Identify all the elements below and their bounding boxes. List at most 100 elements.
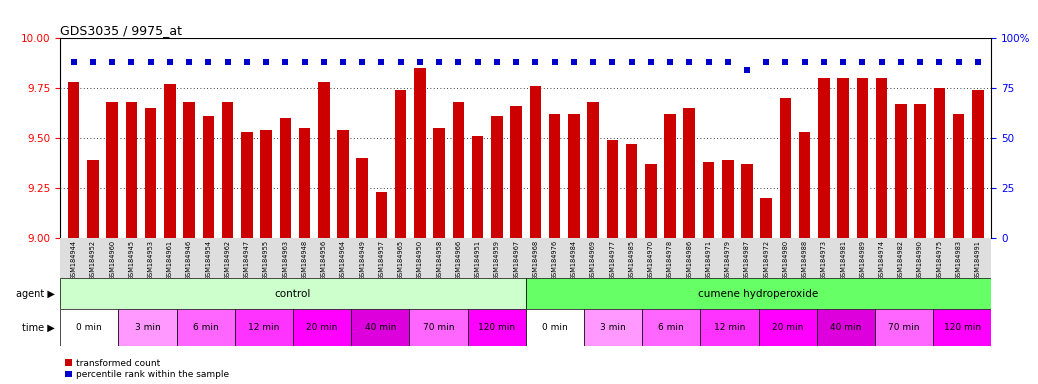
Text: GSM184969: GSM184969 bbox=[590, 240, 596, 280]
Bar bbox=[701, 309, 759, 346]
Point bbox=[527, 59, 544, 65]
Bar bbox=[60, 278, 525, 309]
Point bbox=[239, 59, 255, 65]
Bar bbox=[838, 78, 849, 238]
Bar bbox=[875, 309, 933, 346]
Point bbox=[931, 59, 948, 65]
Bar bbox=[584, 309, 643, 346]
Text: 70 min: 70 min bbox=[889, 323, 920, 332]
Point bbox=[893, 59, 909, 65]
Bar bbox=[279, 118, 291, 238]
Point bbox=[508, 59, 524, 65]
Bar bbox=[409, 309, 467, 346]
Point bbox=[681, 59, 698, 65]
Point bbox=[796, 59, 813, 65]
Text: GSM184975: GSM184975 bbox=[936, 240, 943, 280]
Text: 20 min: 20 min bbox=[306, 323, 337, 332]
Text: GSM184966: GSM184966 bbox=[456, 240, 462, 280]
Text: 20 min: 20 min bbox=[772, 323, 803, 332]
Text: GSM184944: GSM184944 bbox=[71, 240, 77, 280]
Bar bbox=[318, 82, 329, 238]
Text: GSM184972: GSM184972 bbox=[763, 240, 769, 280]
Bar bbox=[491, 116, 502, 238]
Text: GSM184953: GSM184953 bbox=[147, 240, 154, 280]
Bar bbox=[876, 78, 887, 238]
Text: GSM184964: GSM184964 bbox=[340, 240, 346, 280]
Bar bbox=[799, 132, 811, 238]
Bar bbox=[953, 114, 964, 238]
Bar bbox=[351, 309, 409, 346]
Bar bbox=[414, 68, 426, 238]
Text: GSM184967: GSM184967 bbox=[513, 240, 519, 280]
Text: GSM184963: GSM184963 bbox=[282, 240, 289, 280]
Point bbox=[412, 59, 429, 65]
Point bbox=[65, 59, 82, 65]
Text: GSM184952: GSM184952 bbox=[90, 240, 95, 280]
Point bbox=[124, 59, 140, 65]
Bar bbox=[645, 164, 657, 238]
Bar bbox=[780, 98, 791, 238]
Text: GSM184949: GSM184949 bbox=[359, 240, 365, 280]
Point bbox=[162, 59, 179, 65]
Text: GSM184976: GSM184976 bbox=[551, 240, 557, 280]
Bar bbox=[856, 78, 868, 238]
Text: GSM184946: GSM184946 bbox=[186, 240, 192, 280]
Text: 6 min: 6 min bbox=[658, 323, 684, 332]
Bar bbox=[759, 309, 817, 346]
Point bbox=[277, 59, 294, 65]
Text: GSM184968: GSM184968 bbox=[532, 240, 539, 280]
Point bbox=[719, 59, 736, 65]
Point bbox=[969, 59, 986, 65]
Point bbox=[200, 59, 217, 65]
Bar bbox=[703, 162, 714, 238]
Text: 12 min: 12 min bbox=[248, 323, 279, 332]
Bar bbox=[895, 104, 906, 238]
Point bbox=[643, 59, 659, 65]
Bar bbox=[67, 82, 80, 238]
Point bbox=[661, 59, 678, 65]
Text: 120 min: 120 min bbox=[479, 323, 515, 332]
Bar bbox=[106, 102, 118, 238]
Text: GSM184973: GSM184973 bbox=[821, 240, 827, 280]
Bar bbox=[299, 128, 310, 238]
Text: GSM184980: GSM184980 bbox=[783, 240, 789, 280]
Point bbox=[950, 59, 966, 65]
Point bbox=[584, 59, 601, 65]
Point bbox=[85, 59, 102, 65]
Point bbox=[489, 59, 506, 65]
Text: GSM184962: GSM184962 bbox=[224, 240, 230, 280]
Text: 0 min: 0 min bbox=[542, 323, 568, 332]
Bar bbox=[60, 309, 118, 346]
Text: agent ▶: agent ▶ bbox=[17, 289, 55, 299]
Text: GSM184965: GSM184965 bbox=[398, 240, 404, 280]
Text: GSM184979: GSM184979 bbox=[725, 240, 731, 280]
Text: GSM184945: GSM184945 bbox=[129, 240, 134, 280]
Bar bbox=[394, 90, 407, 238]
Point bbox=[758, 59, 774, 65]
Bar bbox=[376, 192, 387, 238]
Bar bbox=[568, 114, 579, 238]
Point bbox=[219, 59, 236, 65]
Bar bbox=[202, 116, 214, 238]
Point bbox=[854, 59, 871, 65]
Text: GSM184947: GSM184947 bbox=[244, 240, 250, 280]
Text: GDS3035 / 9975_at: GDS3035 / 9975_at bbox=[60, 24, 183, 37]
Text: GSM184984: GSM184984 bbox=[571, 240, 577, 280]
Point bbox=[816, 59, 832, 65]
Bar bbox=[118, 309, 176, 346]
Text: GSM184951: GSM184951 bbox=[474, 240, 481, 280]
Point bbox=[873, 59, 890, 65]
Text: GSM184978: GSM184978 bbox=[667, 240, 673, 280]
Bar bbox=[914, 104, 926, 238]
Point bbox=[450, 59, 467, 65]
Bar bbox=[176, 309, 235, 346]
Point bbox=[911, 59, 928, 65]
Point bbox=[566, 59, 582, 65]
Point bbox=[374, 59, 390, 65]
Bar bbox=[184, 102, 195, 238]
Text: 40 min: 40 min bbox=[364, 323, 395, 332]
Bar bbox=[933, 309, 991, 346]
Text: GSM184957: GSM184957 bbox=[379, 240, 384, 280]
Text: 0 min: 0 min bbox=[77, 323, 102, 332]
Point bbox=[835, 59, 851, 65]
